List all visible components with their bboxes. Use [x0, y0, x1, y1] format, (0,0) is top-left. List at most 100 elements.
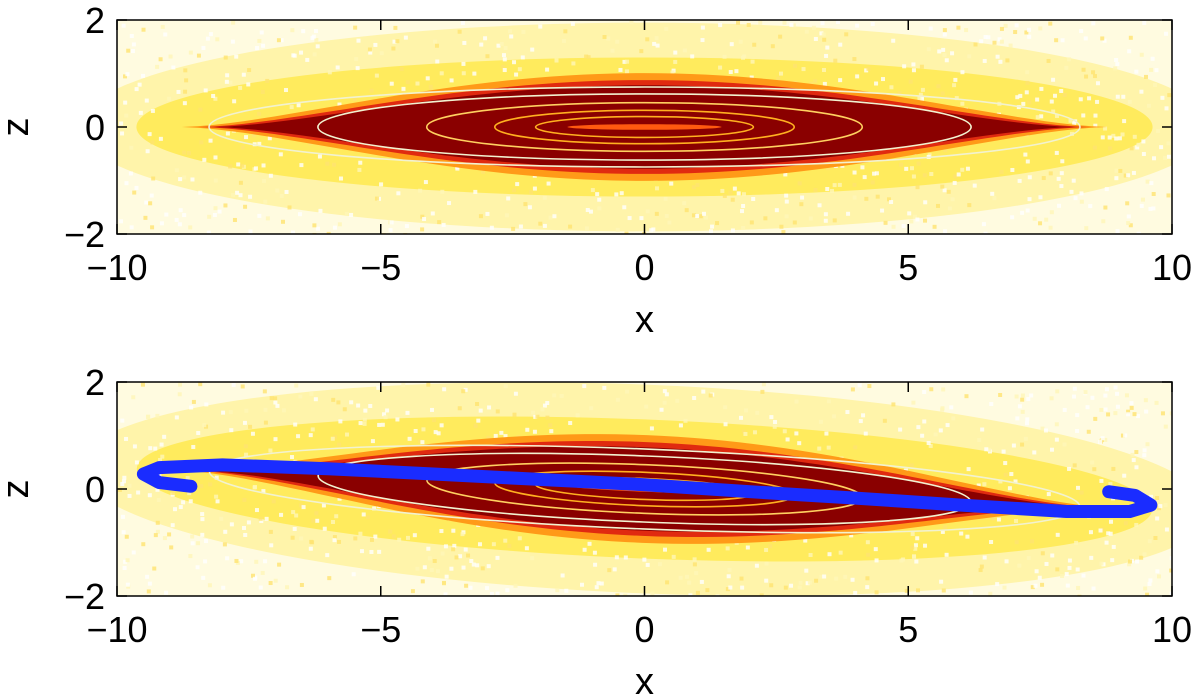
noise-pixel — [897, 91, 902, 96]
noise-pixel — [442, 387, 447, 392]
noise-pixel — [1010, 167, 1015, 172]
noise-pixel — [982, 555, 987, 560]
noise-pixel — [1044, 561, 1049, 566]
noise-pixel — [451, 547, 456, 552]
bottom-plot-area — [116, 381, 1173, 597]
noise-pixel — [435, 569, 440, 574]
noise-pixel — [548, 423, 553, 428]
noise-pixel — [426, 546, 431, 551]
noise-pixel — [708, 393, 713, 398]
noise-pixel — [755, 410, 760, 415]
noise-pixel — [309, 391, 314, 396]
noise-pixel — [252, 576, 257, 581]
noise-pixel — [293, 422, 298, 427]
noise-pixel — [513, 583, 518, 588]
orbit-curve — [136, 458, 1158, 518]
noise-pixel — [279, 193, 284, 198]
noise-pixel — [1039, 114, 1044, 119]
noise-pixel — [779, 224, 784, 229]
noise-pixel — [410, 589, 415, 594]
noise-pixel — [234, 54, 239, 59]
noise-pixel — [273, 396, 278, 401]
noise-pixel — [845, 410, 850, 415]
noise-pixel — [1111, 466, 1116, 471]
noise-pixel — [723, 405, 728, 410]
noise-pixel — [263, 559, 268, 564]
noise-pixel — [644, 404, 649, 409]
noise-pixel — [131, 395, 136, 400]
noise-pixel — [203, 88, 208, 93]
noise-pixel — [917, 96, 922, 101]
noise-pixel — [520, 55, 525, 60]
noise-pixel — [1020, 397, 1025, 402]
noise-pixel — [351, 572, 356, 577]
noise-pixel — [195, 565, 200, 570]
noise-pixel — [250, 431, 255, 436]
noise-pixel — [1127, 559, 1132, 564]
noise-pixel — [231, 382, 236, 387]
noise-pixel — [645, 37, 650, 42]
noise-pixel — [649, 426, 654, 431]
noise-pixel — [1114, 57, 1119, 62]
noise-pixel — [832, 414, 837, 419]
noise-pixel — [177, 392, 182, 397]
noise-pixel — [1124, 393, 1129, 398]
noise-pixel — [213, 206, 218, 211]
noise-pixel — [1125, 201, 1130, 206]
noise-pixel — [1091, 586, 1096, 591]
noise-pixel — [123, 559, 128, 564]
noise-pixel — [910, 531, 915, 536]
noise-pixel — [988, 591, 993, 596]
noise-pixel — [223, 203, 228, 208]
noise-pixel — [909, 219, 914, 224]
noise-pixel — [330, 519, 335, 524]
top-y-tick-labels: −2 0 2 — [64, 0, 105, 255]
noise-pixel — [196, 53, 201, 58]
noise-pixel — [701, 389, 706, 394]
noise-pixel — [163, 32, 168, 37]
noise-pixel — [122, 475, 127, 480]
noise-pixel — [1092, 74, 1097, 79]
central-peak — [567, 124, 722, 130]
noise-pixel — [706, 547, 711, 552]
noise-pixel — [667, 220, 672, 225]
noise-pixel — [1113, 385, 1118, 390]
noise-pixel — [699, 579, 704, 584]
noise-pixel — [645, 562, 650, 567]
noise-pixel — [1141, 139, 1146, 144]
noise-pixel — [376, 385, 381, 390]
noise-pixel — [361, 512, 366, 517]
noise-pixel — [1059, 184, 1064, 189]
noise-pixel — [196, 430, 201, 435]
noise-pixel — [496, 43, 501, 48]
noise-pixel — [1142, 20, 1147, 25]
noise-pixel — [263, 199, 268, 204]
noise-pixel — [1030, 585, 1035, 590]
noise-pixel — [178, 505, 183, 510]
noise-pixel — [327, 70, 332, 75]
noise-pixel — [1129, 405, 1134, 410]
noise-pixel — [761, 382, 766, 387]
noise-pixel — [725, 587, 730, 592]
noise-pixel — [807, 580, 812, 585]
noise-pixel — [517, 67, 522, 72]
noise-pixel — [1067, 565, 1072, 570]
noise-pixel — [243, 204, 248, 209]
noise-pixel — [741, 204, 746, 209]
noise-pixel — [1148, 206, 1153, 211]
noise-pixel — [412, 533, 417, 538]
noise-pixel — [825, 187, 830, 192]
noise-pixel — [1104, 540, 1109, 545]
bottom-y-tick-label: 0 — [85, 469, 105, 510]
noise-pixel — [527, 205, 532, 210]
noise-pixel — [1015, 416, 1020, 421]
noise-pixel — [654, 211, 659, 216]
noise-pixel — [177, 222, 182, 227]
noise-pixel — [120, 481, 125, 486]
noise-pixel — [1024, 421, 1029, 426]
noise-pixel — [243, 533, 248, 538]
noise-pixel — [1160, 411, 1165, 416]
noise-pixel — [1103, 393, 1108, 398]
noise-pixel — [1169, 411, 1172, 416]
noise-pixel — [902, 64, 907, 69]
